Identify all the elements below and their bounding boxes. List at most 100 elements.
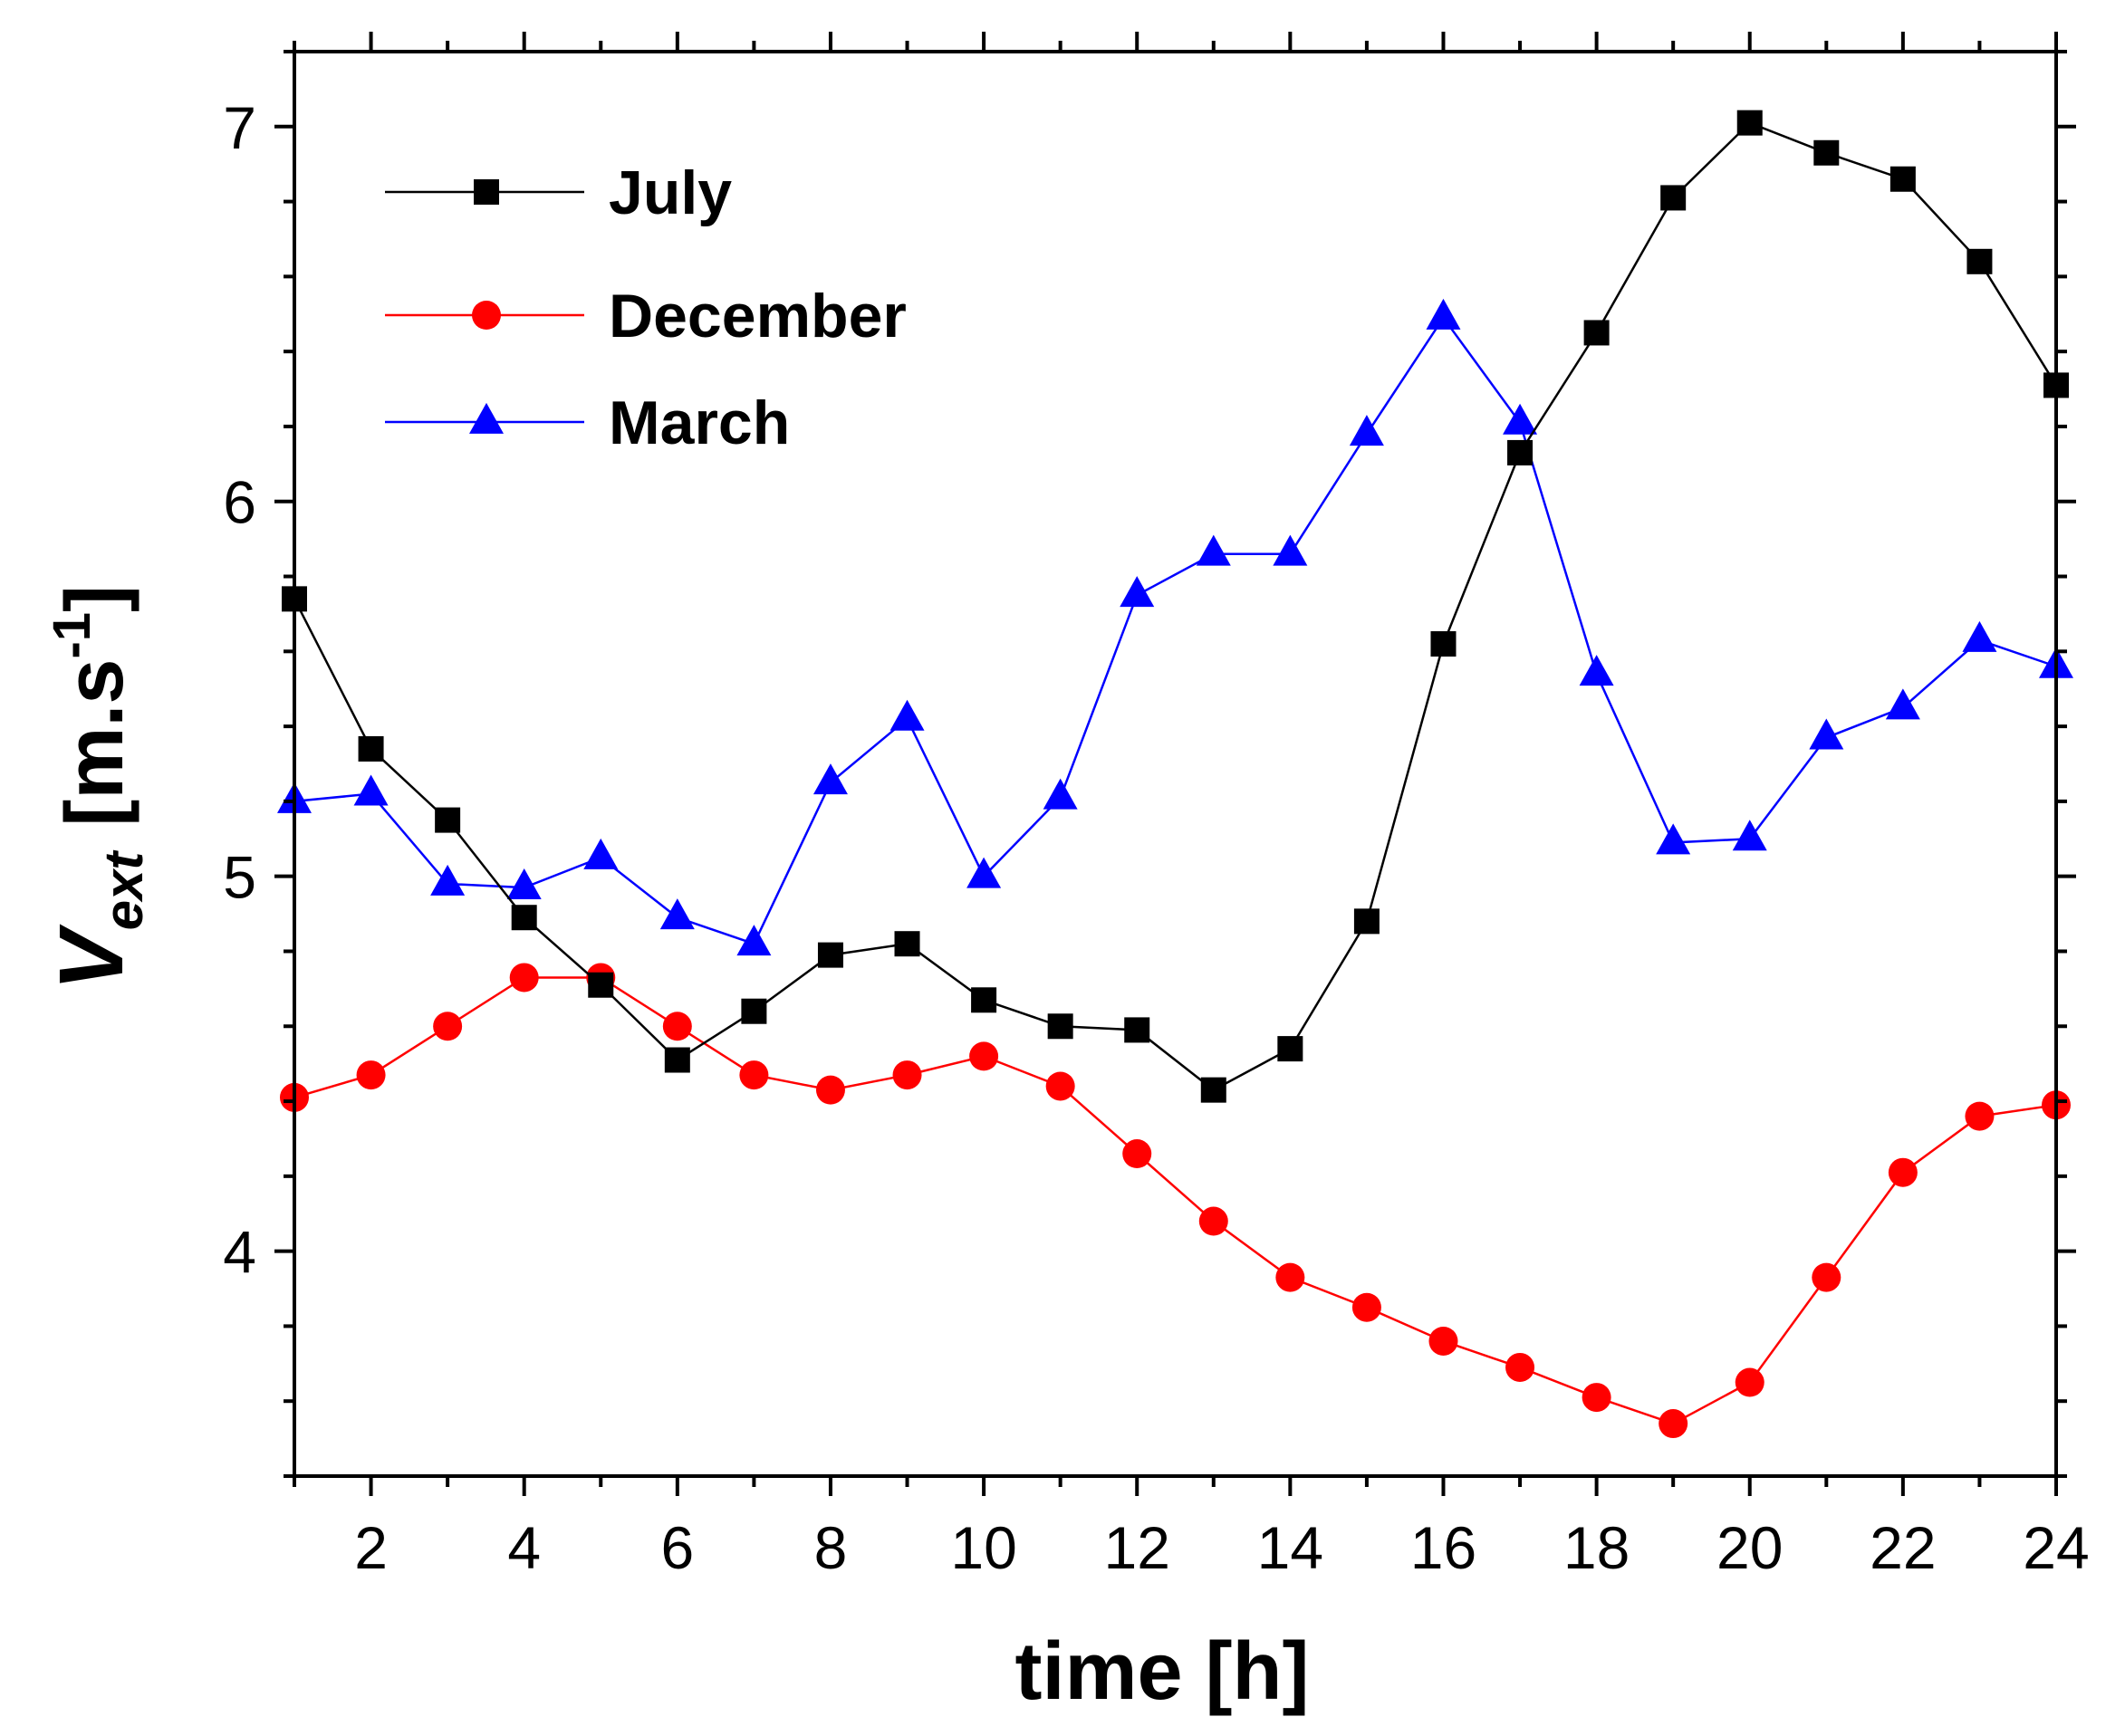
x-tick-label: 2 xyxy=(354,1514,388,1581)
y-axis-subscript: ext xyxy=(93,849,154,931)
data-point-july xyxy=(1200,1077,1226,1103)
series-december xyxy=(280,963,2071,1439)
data-point-march xyxy=(1426,298,1461,330)
data-point-december xyxy=(1275,1262,1305,1292)
data-point-march xyxy=(1579,655,1614,686)
data-point-july xyxy=(1353,908,1380,935)
y-axis-unit: [m.s xyxy=(50,659,140,827)
data-point-july xyxy=(1124,1017,1150,1043)
data-point-july xyxy=(971,987,997,1013)
series-march xyxy=(277,298,2073,956)
data-point-july xyxy=(1736,110,1763,136)
data-point-july xyxy=(1047,1013,1073,1040)
x-tick-label: 14 xyxy=(1257,1514,1323,1581)
data-point-march xyxy=(1196,534,1231,566)
series-july xyxy=(282,110,2069,1103)
x-tick-label: 8 xyxy=(814,1514,848,1581)
data-point-december xyxy=(1888,1157,1918,1187)
data-point-december xyxy=(1122,1139,1152,1169)
data-point-march xyxy=(1503,403,1538,435)
data-point-march xyxy=(1043,778,1078,810)
data-point-march xyxy=(506,868,542,900)
data-point-march xyxy=(889,699,925,731)
x-tick-label: 18 xyxy=(1563,1514,1630,1581)
data-point-march xyxy=(1273,534,1308,566)
data-point-march xyxy=(353,774,389,806)
data-point-july xyxy=(1660,185,1687,211)
data-point-december xyxy=(969,1041,999,1071)
plot-area xyxy=(277,110,2073,1439)
data-point-december xyxy=(662,1012,692,1041)
series-line-march xyxy=(293,315,2057,945)
plot-frame xyxy=(293,50,2058,1478)
data-point-july xyxy=(1430,631,1457,657)
data-point-march xyxy=(1349,415,1384,446)
data-point-december xyxy=(356,1060,386,1090)
series-line-december xyxy=(293,976,2057,1425)
x-tick-label: 24 xyxy=(2023,1514,2089,1581)
legend-label-december: December xyxy=(609,282,907,350)
data-point-march xyxy=(1885,688,1920,720)
data-point-december xyxy=(1505,1352,1535,1382)
data-point-july xyxy=(817,942,843,968)
data-point-july xyxy=(1277,1036,1303,1062)
data-point-march xyxy=(1656,823,1691,855)
legend-marker-march xyxy=(469,402,504,434)
data-point-december xyxy=(739,1060,769,1090)
data-point-july xyxy=(1889,166,1916,192)
legend-item-march: March xyxy=(385,388,790,457)
data-point-march xyxy=(1962,620,1997,652)
data-point-july xyxy=(1813,139,1840,166)
data-point-july xyxy=(358,735,384,762)
x-tick-label: 4 xyxy=(507,1514,541,1581)
data-point-july xyxy=(435,807,461,833)
y-axis-unit-close: ] xyxy=(50,585,140,612)
legend-item-july: July xyxy=(385,158,732,227)
data-point-march xyxy=(583,838,619,869)
series-line-july xyxy=(293,121,2058,1092)
x-tick-label: 6 xyxy=(660,1514,694,1581)
data-point-july xyxy=(894,931,920,957)
y-tick-label: 4 xyxy=(223,1219,256,1286)
data-point-december xyxy=(1428,1326,1458,1356)
data-point-march xyxy=(736,925,772,956)
y-tick-label: 6 xyxy=(223,469,256,536)
data-point-march xyxy=(1809,718,1844,750)
data-point-march xyxy=(1120,576,1155,608)
legend-item-december: December xyxy=(385,282,907,350)
data-point-december xyxy=(1351,1292,1381,1322)
x-tick-label: 22 xyxy=(1870,1514,1936,1581)
data-point-july xyxy=(1966,248,1993,274)
x-tick-label: 12 xyxy=(1104,1514,1170,1581)
legend-label-march: March xyxy=(609,388,790,457)
data-point-march xyxy=(1732,820,1767,851)
legend-label-july: July xyxy=(609,158,732,227)
data-point-december xyxy=(1659,1409,1688,1439)
legend-marker-december xyxy=(472,301,501,330)
data-point-december xyxy=(433,1012,463,1041)
data-point-march xyxy=(659,898,695,930)
y-axis-symbol: V xyxy=(41,924,142,991)
data-point-december xyxy=(1198,1206,1228,1236)
x-tick-label: 20 xyxy=(1716,1514,1783,1581)
data-point-july xyxy=(664,1047,690,1073)
data-point-july xyxy=(588,972,614,998)
x-axis-title: time [h] xyxy=(1015,1626,1310,1717)
data-point-december xyxy=(892,1060,922,1090)
y-tick-label: 5 xyxy=(223,844,256,911)
data-point-december xyxy=(1812,1262,1841,1292)
data-point-december xyxy=(815,1075,845,1105)
data-point-july xyxy=(1583,320,1610,346)
legend: July December March xyxy=(385,158,907,457)
y-axis-title: Vext [m.s-1] xyxy=(41,585,154,991)
data-point-december xyxy=(1735,1367,1764,1397)
y-tick-label: 7 xyxy=(223,94,256,161)
y-axis-unit-exponent: -1 xyxy=(43,612,101,659)
data-point-december xyxy=(1582,1383,1611,1413)
data-point-july xyxy=(741,998,767,1024)
data-point-march xyxy=(430,864,466,896)
legend-marker-july xyxy=(474,179,499,205)
data-point-july xyxy=(511,905,537,931)
